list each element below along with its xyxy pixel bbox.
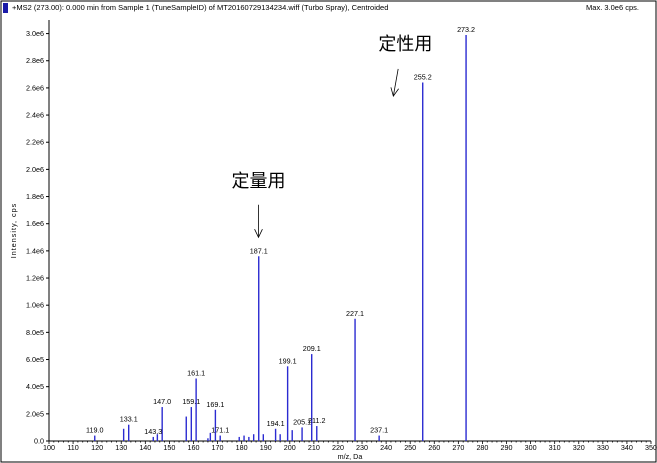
y-tick-label: 2.0e5	[26, 409, 44, 418]
annotation-text: 定性用	[378, 34, 432, 54]
annotation-arrowhead-icon	[390, 87, 399, 97]
x-tick-label: 250	[404, 443, 416, 452]
x-tick-label: 150	[163, 443, 175, 452]
y-tick-label: 2.6e6	[26, 83, 44, 92]
annotation-arrowhead-icon	[254, 229, 263, 239]
trace-marker-icon	[3, 3, 8, 13]
peak-label: 133.1	[120, 415, 138, 424]
x-tick-label: 190	[260, 443, 272, 452]
y-tick-label: 2.2e6	[26, 138, 44, 147]
x-tick-label: 350	[645, 443, 657, 452]
y-tick-label: 8.0e5	[26, 328, 44, 337]
x-tick-label: 330	[597, 443, 609, 452]
x-tick-label: 230	[356, 443, 368, 452]
x-tick-label: 160	[187, 443, 199, 452]
peak-label: 237.1	[370, 426, 388, 435]
x-tick-label: 290	[501, 443, 513, 452]
peak-label: 209.1	[303, 344, 321, 353]
x-tick-label: 210	[308, 443, 320, 452]
peak-label: 194.1	[267, 419, 285, 428]
y-axis-label: Intensity, cps	[9, 203, 18, 258]
x-tick-label: 180	[236, 443, 248, 452]
peak-label: 159.1	[182, 397, 200, 406]
header-max-label: Max. 3.0e6 cps.	[586, 3, 639, 12]
y-tick-label: 2.4e6	[26, 111, 44, 120]
peak-label: 211.2	[308, 416, 325, 425]
peak-label: 227.1	[346, 309, 364, 318]
peak-label: 161.1	[187, 369, 205, 378]
y-tick-label: 1.2e6	[26, 274, 44, 283]
peak-label: 255.2	[414, 72, 432, 81]
x-tick-label: 200	[284, 443, 296, 452]
y-tick-label: 1.8e6	[26, 192, 44, 201]
y-tick-label: 2.8e6	[26, 56, 44, 65]
y-tick-label: 1.0e6	[26, 301, 44, 310]
y-tick-label: 1.4e6	[26, 246, 44, 255]
peak-label: 205.1	[293, 417, 311, 426]
peak-label: 119.0	[86, 426, 103, 435]
annotation-arrow-icon	[392, 68, 399, 97]
x-tick-label: 270	[452, 443, 464, 452]
y-tick-label: 1.6e6	[26, 219, 44, 228]
x-axis-label: m/z, Da	[338, 452, 363, 461]
peak-label: 147.0	[153, 397, 171, 406]
x-tick-label: 120	[91, 443, 103, 452]
x-tick-label: 130	[115, 443, 127, 452]
y-tick-label: 6.0e5	[26, 355, 44, 364]
y-tick-label: 3.0e6	[26, 29, 44, 38]
x-tick-label: 220	[332, 443, 344, 452]
peak-label: 187.1	[250, 246, 268, 255]
y-tick-label: 0.0	[34, 437, 44, 446]
x-tick-label: 100	[43, 443, 55, 452]
x-tick-label: 320	[573, 443, 585, 452]
x-tick-label: 140	[139, 443, 151, 452]
x-tick-label: 280	[476, 443, 488, 452]
x-tick-label: 310	[549, 443, 561, 452]
peak-label: 273.2	[457, 25, 475, 34]
y-tick-label: 2.0e6	[26, 165, 44, 174]
x-tick-label: 110	[67, 443, 78, 452]
x-tick-label: 340	[621, 443, 633, 452]
y-tick-label: 4.0e5	[26, 382, 44, 391]
x-tick-label: 260	[428, 443, 440, 452]
peak-label: 199.1	[279, 356, 297, 365]
x-tick-label: 170	[212, 443, 224, 452]
annotation-text: 定量用	[231, 171, 285, 191]
x-tick-label: 240	[380, 443, 392, 452]
peak-label: 169.1	[206, 400, 224, 409]
x-tick-label: 300	[525, 443, 537, 452]
peak-label: 143.3	[144, 427, 162, 436]
peak-label: 171.1	[211, 426, 229, 435]
header-bar: +MS2 (273.00): 0.000 min from Sample 1 (…	[0, 0, 657, 16]
header-title: +MS2 (273.00): 0.000 min from Sample 1 (…	[12, 3, 389, 12]
